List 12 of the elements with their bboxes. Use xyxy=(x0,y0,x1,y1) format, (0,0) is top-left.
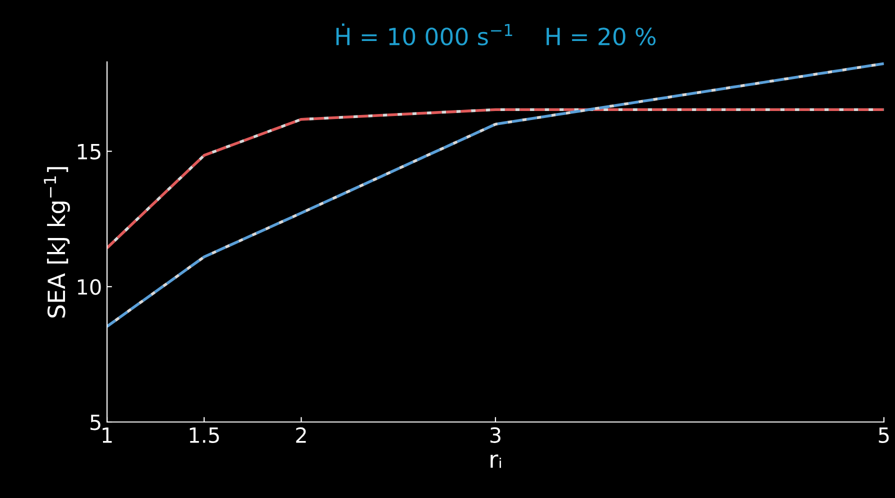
x-tick-label: 5 xyxy=(878,428,889,443)
x-axis-title: rᵢ xyxy=(490,454,501,468)
y-tick-label: 10 xyxy=(78,279,101,295)
chart-title: Ḣ = 10 000 s$^{−1}$ H = 20 % xyxy=(336,24,656,46)
y-axis-title: SEA [kJ kg$^{−1}$] xyxy=(44,167,70,318)
line-series xyxy=(107,62,884,328)
y-tick-label: 15 xyxy=(78,144,100,160)
x-tick-label: 2 xyxy=(296,427,306,443)
y-tick-label: 5 xyxy=(90,414,100,430)
x-tick-label: 3 xyxy=(490,427,500,443)
x-tick-label: 1.5 xyxy=(190,428,219,443)
x-tick-label: 1 xyxy=(102,428,112,443)
